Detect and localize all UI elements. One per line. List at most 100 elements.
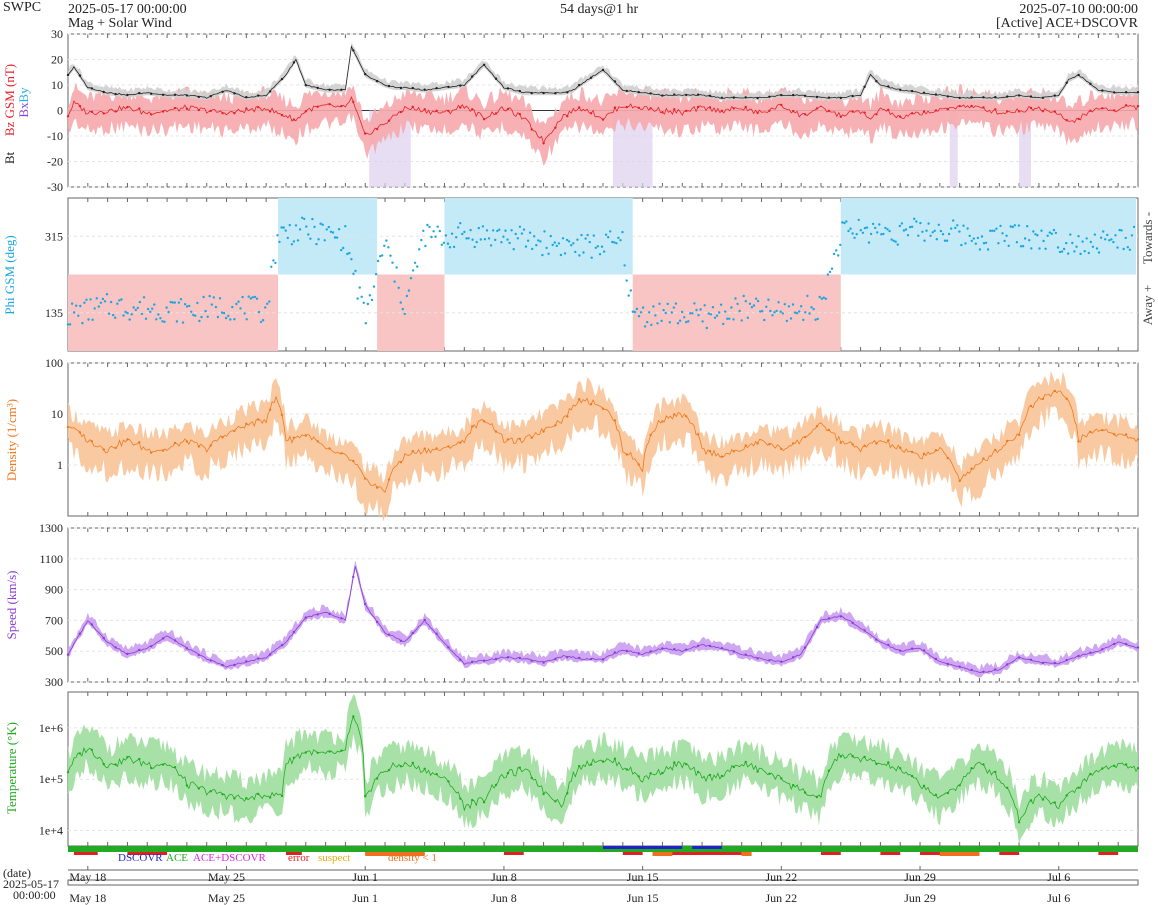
density-point bbox=[1053, 389, 1057, 393]
phi-point bbox=[896, 243, 899, 246]
phi-point bbox=[109, 300, 113, 304]
speed-point bbox=[114, 646, 117, 649]
date-tick-label-bottom: Jul 6 bbox=[1047, 891, 1070, 905]
phi-point bbox=[565, 238, 569, 242]
speed-point bbox=[387, 633, 391, 636]
phi-point bbox=[292, 240, 296, 243]
phi-point bbox=[101, 297, 105, 301]
phi-point bbox=[444, 234, 448, 237]
bt-point bbox=[494, 77, 498, 80]
density-point bbox=[209, 444, 212, 447]
phi-point bbox=[1056, 246, 1060, 249]
bz-point bbox=[435, 109, 438, 113]
phi-point bbox=[859, 229, 862, 232]
bt-point bbox=[875, 80, 878, 83]
phi-point bbox=[210, 303, 213, 306]
status-density-segment bbox=[939, 852, 980, 856]
speed-point bbox=[138, 648, 141, 652]
phi-point bbox=[1069, 233, 1072, 236]
phi-point bbox=[319, 222, 322, 225]
phi-point bbox=[884, 226, 887, 230]
speed-point bbox=[1113, 642, 1116, 646]
temperature-axis-label: Temperature (°K) bbox=[4, 722, 19, 814]
speed-point bbox=[744, 653, 747, 656]
phi-point bbox=[886, 228, 889, 231]
phi-point bbox=[315, 242, 318, 246]
speed-point bbox=[102, 636, 105, 640]
phi-point bbox=[165, 306, 168, 309]
status-legend-label: ACE+DSCOVR bbox=[193, 852, 266, 864]
speed-point bbox=[506, 656, 510, 659]
phi-point bbox=[699, 308, 702, 311]
phi-point bbox=[233, 318, 236, 321]
bz-point bbox=[958, 104, 961, 108]
date-tick-label-top: Jun 22 bbox=[765, 870, 797, 884]
density-point bbox=[1136, 438, 1140, 441]
phi-point bbox=[711, 306, 715, 309]
phi-point bbox=[389, 254, 392, 257]
temperature-point bbox=[280, 794, 284, 798]
speed-point bbox=[280, 644, 284, 647]
phi-point bbox=[986, 248, 990, 251]
phi-point bbox=[945, 239, 949, 242]
phi-point bbox=[520, 232, 524, 235]
bz-point bbox=[411, 105, 414, 109]
phi-point bbox=[294, 224, 298, 227]
density-point bbox=[518, 437, 521, 440]
phi-point bbox=[551, 243, 554, 247]
phi-point bbox=[136, 306, 139, 310]
phi-point bbox=[452, 245, 456, 249]
phi-point bbox=[680, 310, 684, 314]
speed-point bbox=[1006, 663, 1009, 666]
density-point bbox=[732, 450, 735, 453]
temperature-point bbox=[257, 792, 260, 796]
phi-point bbox=[198, 319, 201, 323]
speed-point bbox=[173, 639, 177, 642]
temperature-point bbox=[459, 797, 462, 800]
bz-point bbox=[173, 106, 177, 110]
southward-bz-shade bbox=[949, 110, 958, 187]
phi-point bbox=[1132, 225, 1136, 229]
density-point bbox=[292, 436, 296, 439]
density-point bbox=[245, 422, 248, 425]
status-error-segment bbox=[503, 852, 524, 855]
speed-y-tick-label: 300 bbox=[45, 675, 63, 689]
phi-point bbox=[1017, 224, 1021, 227]
status-error-segment bbox=[127, 852, 168, 855]
phi-point bbox=[1128, 248, 1132, 251]
temperature-point bbox=[138, 757, 141, 761]
phi-point bbox=[962, 224, 965, 227]
phi-point bbox=[927, 222, 930, 225]
data-source[interactable]: [Active] ACE+DSCOVR bbox=[995, 16, 1138, 31]
bt-point bbox=[78, 74, 82, 77]
phi-point bbox=[902, 229, 906, 232]
phi-point bbox=[1089, 240, 1093, 244]
phi-point bbox=[411, 269, 415, 272]
bz-point bbox=[506, 107, 510, 111]
phi-point bbox=[826, 273, 830, 276]
phi-point bbox=[1091, 245, 1095, 248]
phi-point bbox=[1124, 236, 1127, 240]
date-axis-band bbox=[67, 879, 1139, 886]
bz-point bbox=[185, 107, 189, 111]
speed-point bbox=[601, 658, 605, 661]
speed-point bbox=[1041, 661, 1045, 665]
bt-point bbox=[114, 92, 117, 96]
bz-point bbox=[1065, 119, 1068, 122]
phi-point bbox=[1028, 239, 1031, 242]
phi-point bbox=[409, 277, 413, 280]
phi-point bbox=[726, 317, 729, 320]
bz-point bbox=[946, 108, 949, 111]
density-point bbox=[185, 440, 189, 443]
temperature-point bbox=[78, 752, 82, 755]
phi-point bbox=[1077, 235, 1080, 238]
phi-point bbox=[327, 225, 330, 229]
speed-point bbox=[542, 661, 545, 664]
phi-point bbox=[646, 320, 649, 324]
speed-point bbox=[197, 653, 200, 657]
temperature-point bbox=[756, 770, 759, 773]
phi-point bbox=[239, 307, 242, 310]
bz-point bbox=[554, 126, 557, 129]
temperature-point bbox=[268, 796, 272, 799]
density-point bbox=[138, 441, 141, 444]
